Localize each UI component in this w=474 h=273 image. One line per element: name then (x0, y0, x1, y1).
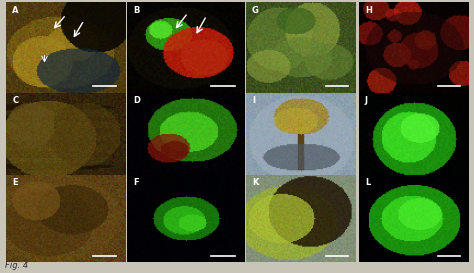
Text: E: E (12, 178, 18, 187)
Text: F: F (133, 178, 138, 187)
Text: J: J (365, 96, 368, 105)
Text: D: D (133, 96, 140, 105)
Text: L: L (365, 178, 370, 187)
Text: B: B (133, 5, 139, 14)
Text: I: I (252, 96, 255, 105)
Text: Fig. 4: Fig. 4 (5, 261, 28, 270)
Text: H: H (365, 5, 372, 14)
Text: C: C (12, 96, 18, 105)
Text: G: G (252, 5, 259, 14)
Text: K: K (252, 178, 258, 187)
Text: A: A (12, 5, 18, 14)
